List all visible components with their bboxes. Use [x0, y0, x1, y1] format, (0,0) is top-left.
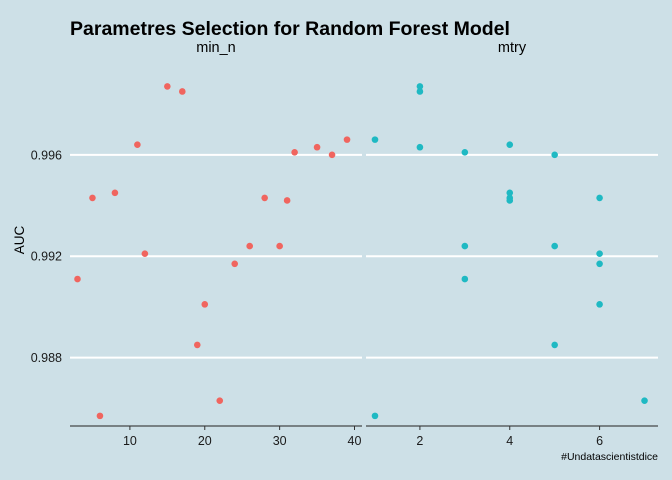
panel-min-n: min_n 10 20 30 40: [70, 40, 362, 448]
data-point: [134, 141, 141, 148]
data-point: [461, 242, 469, 250]
data-point: [596, 250, 603, 257]
x-tick-label: 2: [416, 434, 423, 448]
data-point: [461, 275, 469, 283]
x-tick-label: 20: [198, 434, 212, 448]
x-tick-label: 40: [348, 434, 362, 448]
chart-title: Parametres Selection for Random Forest M…: [70, 18, 510, 40]
x-tick-label: 10: [123, 434, 137, 448]
x-tick-label: 4: [506, 434, 513, 448]
data-point: [551, 151, 558, 159]
data-point: [313, 143, 321, 151]
data-point: [231, 260, 239, 268]
y-axis-label: AUC: [12, 226, 27, 255]
data-point: [193, 341, 201, 349]
y-tick-label: 0.996: [31, 148, 62, 162]
data-point: [283, 197, 291, 204]
data-point: [246, 242, 253, 250]
data-point: [201, 301, 209, 308]
y-tick-label: 0.992: [31, 250, 62, 264]
data-point: [596, 194, 603, 202]
data-point: [111, 189, 119, 197]
data-point: [96, 412, 104, 420]
data-point: [179, 88, 186, 95]
data-point: [551, 341, 558, 349]
data-point: [164, 83, 171, 90]
data-point: [416, 88, 424, 95]
data-point: [261, 194, 268, 202]
data-point: [89, 194, 96, 202]
x-tick-label: 6: [596, 434, 603, 448]
panel-mtry: mtry 2 4 6: [366, 40, 658, 448]
x-tick-label: 30: [273, 434, 287, 448]
data-point: [328, 151, 336, 159]
data-point: [641, 397, 648, 404]
facet-panels: 0.988 0.992 0.996 min_n 10 20 30 40 mtry 2 4 6: [31, 40, 658, 448]
data-point: [551, 242, 558, 250]
data-point: [291, 149, 298, 156]
data-point: [506, 141, 514, 148]
data-point: [506, 197, 514, 204]
data-point: [506, 189, 514, 197]
data-point: [74, 275, 81, 283]
facet-strip-label: mtry: [498, 40, 527, 56]
data-point: [141, 250, 149, 257]
data-point: [371, 412, 379, 420]
data-point: [371, 136, 379, 143]
chart-caption: #Undatascientistdice: [561, 451, 658, 463]
facet-strip-label: min_n: [196, 40, 236, 56]
data-point: [596, 301, 603, 308]
y-tick-label: 0.988: [31, 351, 62, 365]
data-point: [343, 136, 351, 143]
data-point: [416, 83, 424, 90]
data-point: [461, 149, 469, 156]
data-point: [276, 242, 283, 250]
data-point: [216, 397, 224, 404]
data-point: [416, 143, 424, 151]
data-point: [596, 260, 603, 268]
